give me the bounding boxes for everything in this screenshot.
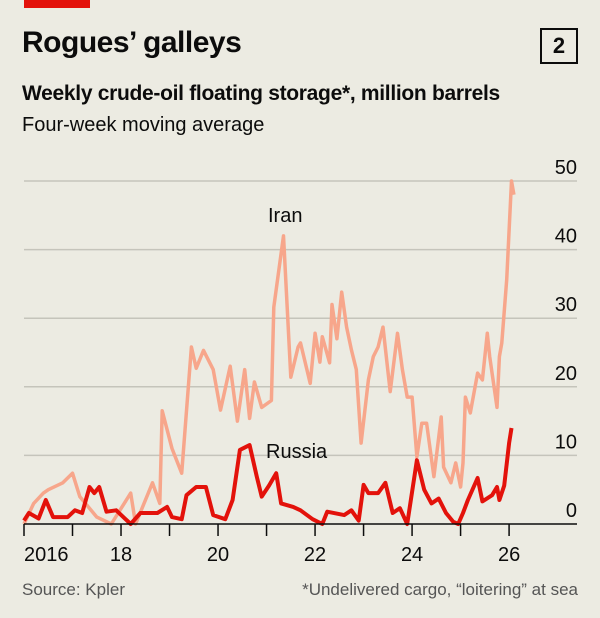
source-note: Source: Kpler: [22, 580, 125, 599]
x-tick-label: 26: [498, 544, 520, 566]
chart-subsubtitle: Four-week moving average: [22, 114, 265, 136]
y-tick-label: 0: [566, 500, 577, 522]
chart-number-badge: 2: [540, 28, 578, 64]
y-tick-label: 30: [555, 294, 577, 316]
x-tick-label: 24: [401, 544, 423, 566]
y-tick-label: 20: [555, 363, 577, 385]
chart-subtitle: Weekly crude-oil floating storage*, mill…: [22, 82, 500, 105]
series-label-iran: Iran: [268, 205, 302, 227]
x-tick-label: 18: [110, 544, 132, 566]
y-tick-label: 10: [555, 431, 577, 453]
chart-title: Rogues’ galleys: [22, 26, 242, 59]
x-tick-label: 20: [207, 544, 229, 566]
series-label-russia: Russia: [266, 441, 328, 463]
series-line-iran: [22, 179, 516, 526]
y-tick-label: 40: [555, 226, 577, 248]
x-tick-label: 2016: [24, 544, 69, 566]
x-tick-label: 22: [304, 544, 326, 566]
series-line-russia: [22, 427, 514, 526]
brand-red-bar: [24, 0, 90, 8]
y-tick-label: 50: [555, 157, 577, 179]
footnote: *Undelivered cargo, “loitering” at sea: [302, 580, 578, 599]
